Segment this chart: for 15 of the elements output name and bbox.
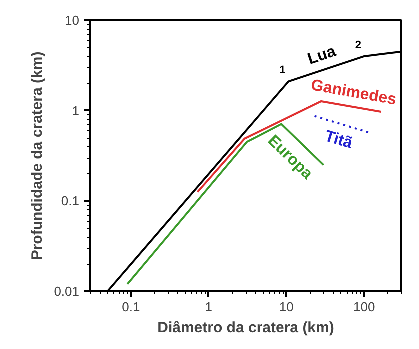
y-tick-label: 1 [72, 103, 80, 118]
y-tick-label: 10 [65, 13, 80, 28]
x-tick-label: 10 [279, 300, 294, 314]
y-tick-label: 0.01 [54, 284, 80, 299]
x-tick-label: 0.1 [122, 300, 140, 314]
y-tick-label: 0.1 [61, 194, 80, 209]
annotation: 1 [280, 64, 286, 77]
text: Lua [306, 43, 338, 68]
annotation: 2 [355, 39, 362, 52]
x-tick-label: 1 [205, 300, 213, 314]
x-tick-label: 100 [354, 300, 376, 314]
x-axis-title: Diâmetro da cratera (km) [158, 320, 334, 336]
text: Titã [322, 128, 355, 152]
text: Ganimedes [310, 77, 398, 109]
y-axis-title: Profundidade da cratera (km) [29, 52, 46, 260]
